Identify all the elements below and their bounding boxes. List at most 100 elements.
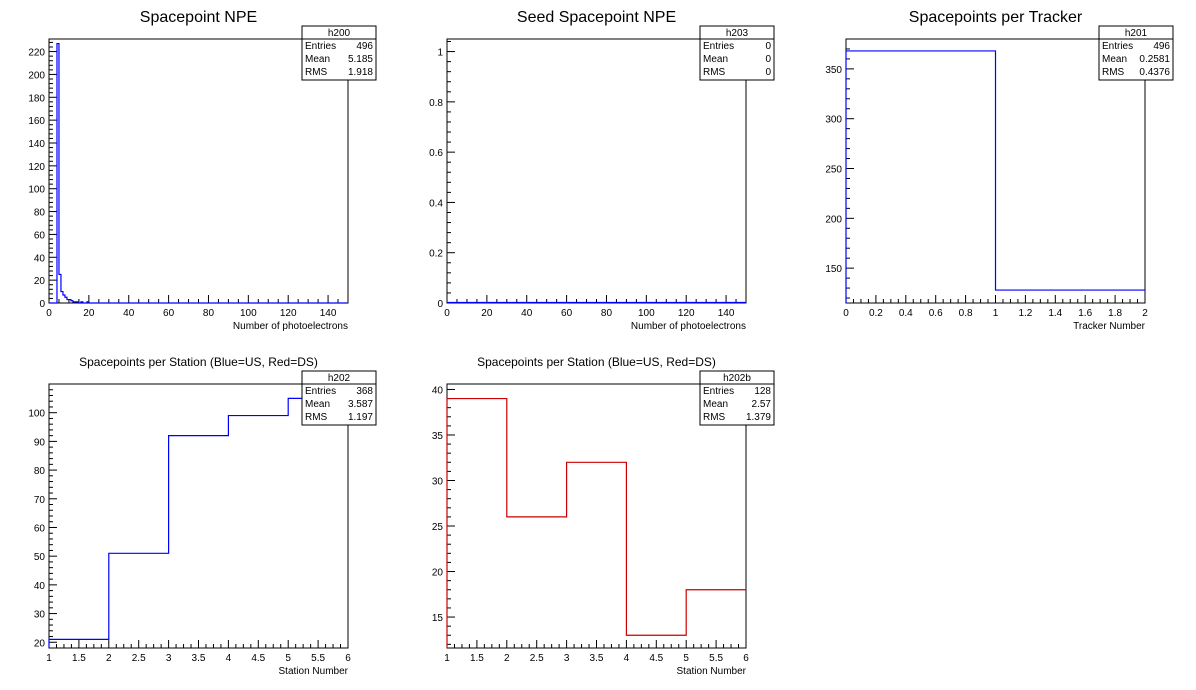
histogram-line (845, 50, 1145, 303)
y-tick-label: 0 (437, 299, 443, 310)
x-tick-label: 2 (1142, 308, 1148, 319)
x-tick-label: 120 (678, 308, 695, 319)
y-tick-label: 20 (34, 276, 46, 287)
y-tick-label: 35 (432, 431, 444, 442)
histogram-panel-h201: Spacepoints per Tracker 0 0.2 0.4 0.6 0.8 1 1.2… (825, 9, 1174, 332)
stats-box: h202 Entries 368 Mean 3.587 RMS 1.197 (301, 370, 377, 426)
chart-title: Spacepoints per Station (Blue=US, Red=DS… (477, 355, 716, 369)
chart-title: Spacepoint NPE (140, 9, 257, 26)
y-tick-label: 1 (437, 48, 443, 59)
y-tick-label: 40 (34, 253, 46, 264)
stats-label: Entries (703, 386, 734, 397)
y-tick-label: 15 (432, 613, 444, 624)
stats-label: RMS (305, 67, 328, 78)
histogram-panel-h202: Spacepoints per Station (Blue=US, Red=DS… (28, 355, 377, 677)
stats-value: 3.587 (348, 399, 373, 410)
x-tick-label: 3.5 (590, 653, 604, 664)
y-tick-label: 200 (28, 70, 45, 81)
stats-label: Mean (703, 399, 728, 410)
histogram-line (446, 397, 746, 648)
y-tick-label: 20 (34, 638, 46, 649)
stats-box-frame (301, 25, 377, 81)
x-tick-label: 0.2 (869, 308, 883, 319)
histogram-line (49, 42, 91, 304)
stats-value: 1.197 (348, 412, 373, 423)
x-axis-label: Number of photoelectrons (233, 321, 348, 332)
x-tick-label: 40 (123, 308, 135, 319)
y-tick-label: 140 (28, 139, 45, 150)
x-tick-label: 1 (444, 653, 450, 664)
y-tick-label: 0 (39, 299, 45, 310)
stats-box-frame (699, 370, 775, 426)
y-tick-label: 0.2 (429, 249, 443, 260)
x-tick-label: 2.5 (132, 653, 146, 664)
y-tick-label: 0.6 (429, 148, 443, 159)
stats-name: h201 (1125, 28, 1148, 39)
x-tick-label: 60 (561, 308, 573, 319)
stats-name: h202b (723, 373, 751, 384)
y-tick-label: 180 (28, 93, 45, 104)
x-axis-label: Number of photoelectrons (631, 321, 746, 332)
x-tick-label: 6 (743, 653, 749, 664)
stats-value: 5.185 (348, 54, 373, 65)
stats-label: Entries (703, 41, 734, 52)
x-tick-label: 20 (481, 308, 493, 319)
stats-label: RMS (703, 67, 726, 78)
y-tick-label: 300 (825, 115, 842, 126)
stats-value: 496 (356, 41, 373, 52)
y-tick-label: 0.4 (429, 198, 443, 209)
y-tick-label: 60 (34, 523, 46, 534)
x-tick-label: 5.5 (709, 653, 723, 664)
x-tick-label: 80 (601, 308, 613, 319)
y-tick-label: 100 (28, 185, 45, 196)
x-tick-label: 0 (843, 308, 849, 319)
x-tick-label: 4 (624, 653, 630, 664)
y-tick-label: 50 (34, 552, 46, 563)
stats-value: 128 (754, 386, 771, 397)
y-tick-label: 60 (34, 230, 46, 241)
x-tick-label: 0.6 (929, 308, 943, 319)
x-tick-label: 140 (320, 308, 337, 319)
stats-label: RMS (1102, 67, 1125, 78)
x-tick-label: 1.5 (72, 653, 86, 664)
y-tick-label: 80 (34, 466, 46, 477)
y-tick-label: 20 (432, 568, 444, 579)
x-tick-label: 5 (683, 653, 689, 664)
x-tick-label: 20 (83, 308, 95, 319)
stats-name: h200 (328, 28, 351, 39)
stats-box: h203 Entries 0 Mean 0 RMS 0 (699, 25, 775, 81)
x-tick-label: 1.4 (1048, 308, 1062, 319)
x-tick-label: 3.5 (192, 653, 206, 664)
x-axis-label: Tracker Number (1073, 321, 1146, 332)
chart-title: Seed Spacepoint NPE (517, 9, 676, 26)
y-tick-label: 30 (432, 476, 444, 487)
stats-label: RMS (703, 412, 726, 423)
y-tick-label: 220 (28, 48, 45, 59)
stats-value: 496 (1153, 41, 1170, 52)
x-tick-label: 140 (718, 308, 735, 319)
y-tick-label: 80 (34, 208, 46, 219)
stats-label: RMS (305, 412, 328, 423)
stats-value: 0.4376 (1139, 67, 1170, 78)
y-tick-label: 40 (34, 581, 46, 592)
y-tick-label: 25 (432, 522, 444, 533)
x-tick-label: 120 (280, 308, 297, 319)
stats-box-frame (699, 25, 775, 81)
x-tick-label: 5 (285, 653, 291, 664)
stats-box-frame (1098, 25, 1174, 81)
stats-box: h202b Entries 128 Mean 2.57 RMS 1.379 (699, 370, 775, 426)
x-tick-label: 100 (240, 308, 257, 319)
x-tick-label: 0.8 (959, 308, 973, 319)
x-tick-label: 2.5 (530, 653, 544, 664)
x-tick-label: 1.5 (470, 653, 484, 664)
y-tick-label: 120 (28, 162, 45, 173)
stats-label: Mean (305, 54, 330, 65)
histogram-panel-h200: Spacepoint NPE 0 20 40 60 80 100 120 140 0 20 40 60 8… (28, 9, 377, 332)
x-tick-label: 1 (993, 308, 999, 319)
x-tick-label: 2 (504, 653, 510, 664)
y-tick-label: 150 (825, 264, 842, 275)
y-tick-label: 350 (825, 65, 842, 76)
stats-label: Entries (1102, 41, 1133, 52)
stats-value: 0 (765, 41, 771, 52)
